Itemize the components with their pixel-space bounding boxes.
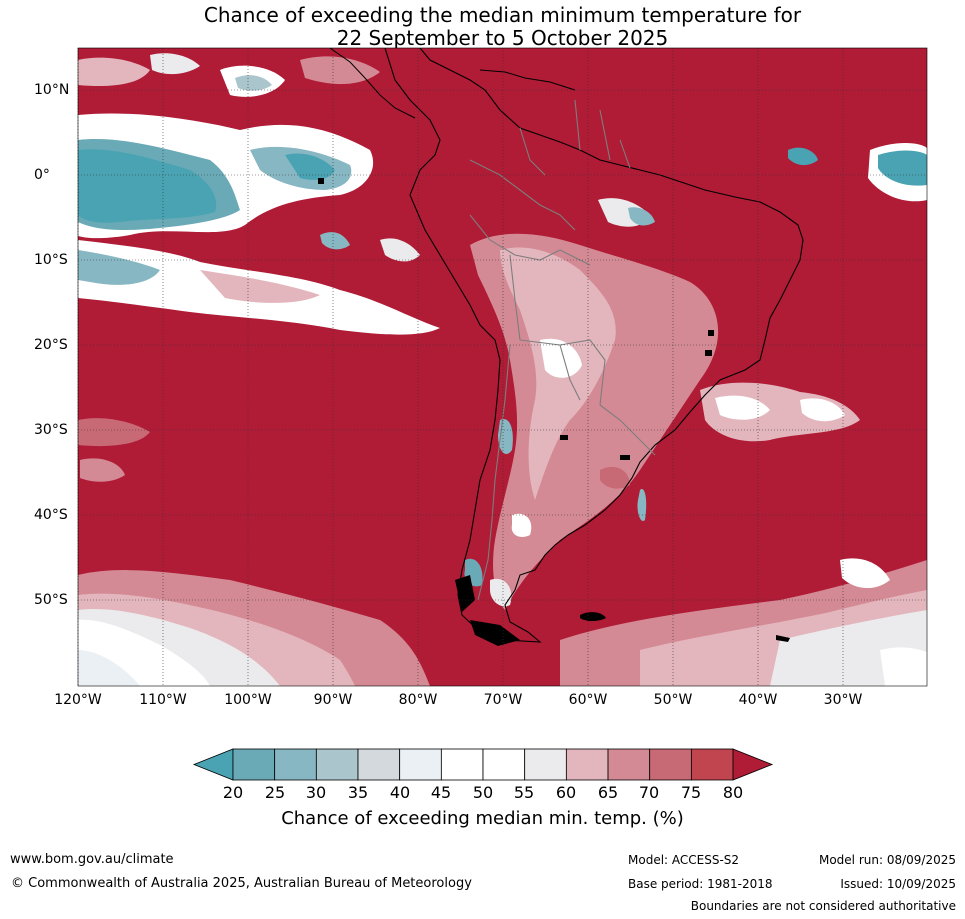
cool-anomaly-pacific	[78, 53, 380, 239]
colorbar-label: Chance of exceeding median min. temp. (%…	[281, 808, 684, 829]
lon-label-50w: 50°W	[653, 692, 693, 708]
colorbar-tick-35: 35	[347, 783, 369, 802]
colorbar-tick-60: 60	[555, 783, 577, 802]
lat-label-10n: 10°N	[34, 82, 70, 98]
title-line-1: Chance of exceeding the median minimum t…	[203, 3, 802, 27]
colorbar-tick-55: 55	[513, 783, 535, 802]
lon-label-110w: 110°W	[139, 692, 187, 708]
lon-label-30w: 30°W	[823, 692, 863, 708]
map-title: Chance of exceeding the median minimum t…	[0, 4, 965, 50]
colorbar-tick-45: 45	[430, 783, 452, 802]
lat-label-40s: 40°S	[34, 507, 68, 523]
colorbar-tick-75: 75	[680, 783, 702, 802]
model-text: Model: ACCESS-S2	[628, 853, 740, 867]
issued-text: Issued: 10/09/2025	[840, 877, 956, 891]
southern-ocean-anomaly	[78, 418, 927, 686]
colorbar-tick-50: 50	[472, 783, 494, 802]
lat-label-50s: 50°S	[34, 592, 68, 608]
cool-anomaly-south-pacific	[78, 232, 440, 335]
lon-label-80w: 80°W	[398, 692, 438, 708]
lon-label-60w: 60°W	[568, 692, 608, 708]
colorbar-tick-80: 80	[722, 783, 744, 802]
islands-and-lakes	[318, 178, 790, 646]
lon-label-40w: 40°W	[738, 692, 778, 708]
website-link[interactable]: www.bom.gov.au/climate	[10, 852, 174, 867]
atlantic-anomaly	[598, 143, 927, 442]
south-america-coastline	[384, 48, 804, 643]
title-line-2: 22 September to 5 October 2025	[336, 26, 669, 50]
model-run-text: Model run: 08/09/2025	[818, 853, 956, 867]
base-period-text: Base period: 1981-2018	[628, 877, 773, 891]
lat-label-10s: 10°S	[34, 252, 68, 268]
colorbar-tick-30: 30	[305, 783, 327, 802]
lat-label-30s: 30°S	[34, 422, 68, 438]
map-frame	[77, 47, 928, 687]
lat-label-0: 0°	[34, 167, 50, 183]
central-america-coastline	[329, 48, 576, 119]
lon-label-90w: 90°W	[313, 692, 353, 708]
lon-label-100w: 100°W	[224, 692, 272, 708]
colorbar-tick-40: 40	[389, 783, 411, 802]
country-borders	[469, 99, 656, 601]
colorbar-tick-70: 70	[638, 783, 660, 802]
copyright-text: © Commonwealth of Australia 2025, Austra…	[11, 876, 472, 891]
lon-label-120w: 120°W	[54, 692, 102, 708]
colorbar-tick-65: 65	[597, 783, 619, 802]
colorbar-tick-20: 20	[222, 783, 244, 802]
boundaries-disclaimer: Boundaries are not considered authoritat…	[690, 899, 956, 913]
lon-label-70w: 70°W	[483, 692, 523, 708]
colorbar-tick-25: 25	[264, 783, 286, 802]
lat-label-20s: 20°S	[34, 337, 68, 353]
land-anomaly	[464, 233, 719, 610]
